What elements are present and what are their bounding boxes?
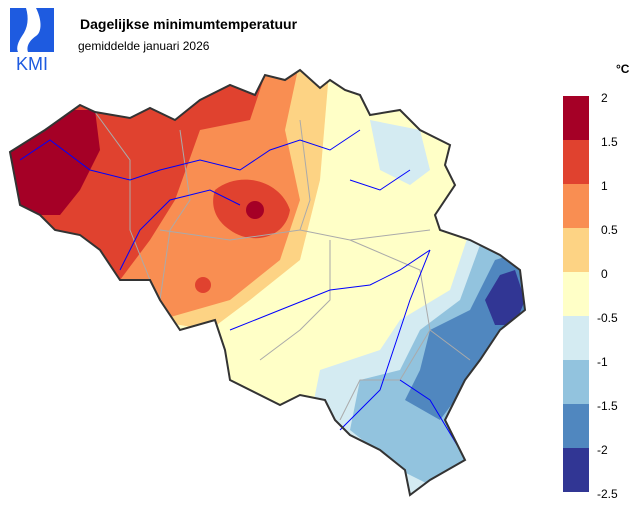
- legend-tick-label: -1: [597, 355, 608, 369]
- svg-text:KMI: KMI: [16, 54, 48, 72]
- legend-tick-label: 0.5: [601, 223, 618, 237]
- legend-tick-label: 0: [601, 267, 608, 281]
- legend-tick-label: -0.5: [597, 311, 618, 325]
- legend-tick-label: -1.5: [597, 399, 618, 413]
- legend-swatch: [563, 140, 589, 184]
- zone-brussels-hot: [246, 201, 264, 219]
- zone-minus-2: [485, 270, 525, 325]
- legend-swatch: [563, 228, 589, 272]
- legend-tick-label: 1: [601, 179, 608, 193]
- province-borders: [94, 111, 471, 421]
- map-subtitle: gemiddelde januari 2026: [78, 39, 210, 53]
- legend-unit: °C: [616, 62, 630, 76]
- legend-swatch: [563, 96, 589, 140]
- zone-kempen-cool: [370, 120, 430, 185]
- belgium-temperature-map: [9, 69, 526, 496]
- legend-tick-label: -2: [597, 443, 608, 457]
- legend-tick-label: -2.5: [597, 487, 618, 501]
- legend-swatch: [563, 184, 589, 228]
- map-title: Dagelijkse minimumtemperatuur: [80, 16, 298, 32]
- zone-local-warm: [195, 277, 211, 293]
- legend-swatch: [563, 448, 589, 492]
- legend-swatch: [563, 404, 589, 448]
- rivers: [19, 129, 461, 451]
- legend-swatch: [563, 272, 589, 316]
- legend-swatch: [563, 316, 589, 360]
- kmi-logo: KMI: [10, 8, 54, 72]
- legend-tick-label: 1.5: [601, 135, 618, 149]
- legend-tick-label: 2: [601, 91, 608, 105]
- legend-swatch: [563, 360, 589, 404]
